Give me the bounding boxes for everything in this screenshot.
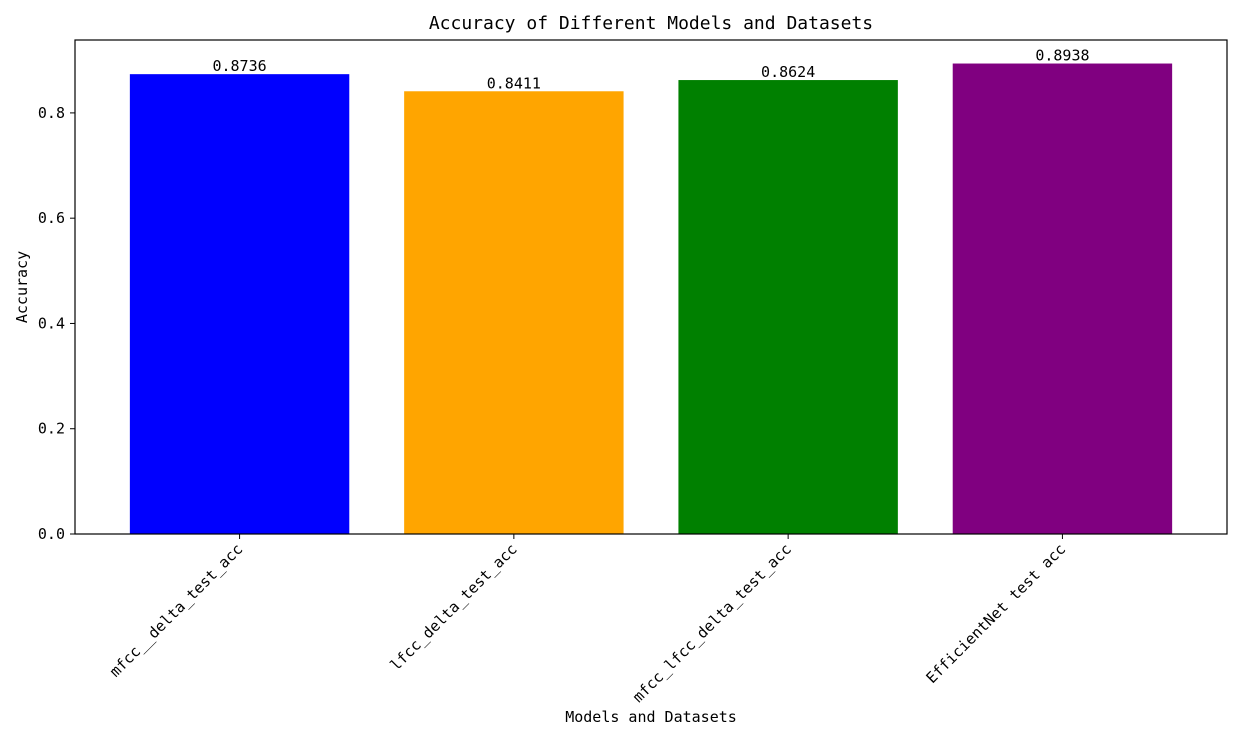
bars-group: [129, 63, 1173, 535]
y-tick-label-5: 0.8: [38, 104, 65, 122]
bar-value-label-3: 0.8624: [761, 63, 815, 81]
bar-2: [404, 91, 624, 535]
x-axis-label: Models and Datasets: [565, 708, 737, 726]
bar-value-label-2: 0.8411: [487, 74, 541, 92]
y-axis-label: Accuracy: [13, 251, 31, 323]
bar-value-label-4: 0.8938: [1035, 47, 1089, 65]
y-axis-ticks: 0.0 0.2 0.4 0.6 0.8: [38, 104, 75, 543]
y-tick-label-3: 0.4: [38, 314, 65, 332]
chart-title: Accuracy of Different Models and Dataset…: [429, 13, 873, 34]
x-tick-label-2: lfcc_delta_test_acc: [387, 540, 521, 674]
x-tick-label-4: EfficientNet test acc: [922, 540, 1069, 687]
y-tick-label-1: 0.0: [38, 525, 65, 543]
y-tick-label-4: 0.6: [38, 209, 65, 227]
x-tick-label-1: mfcc__delta_test_acc: [106, 540, 246, 680]
value-labels-group: 0.8736 0.8411 0.8624 0.8938: [212, 47, 1089, 93]
bar-value-label-1: 0.8736: [212, 57, 266, 75]
x-axis-ticks: mfcc__delta_test_acc lfcc_delta_test_acc m…: [106, 534, 1069, 706]
y-tick-label-2: 0.2: [38, 420, 65, 438]
bar-1: [129, 74, 350, 535]
bar-3: [678, 80, 898, 535]
plot-area-frame: [74, 39, 1228, 535]
bar-4: [952, 63, 1173, 535]
x-tick-label-3: mfcc_lfcc_delta_test_acc: [629, 540, 795, 706]
